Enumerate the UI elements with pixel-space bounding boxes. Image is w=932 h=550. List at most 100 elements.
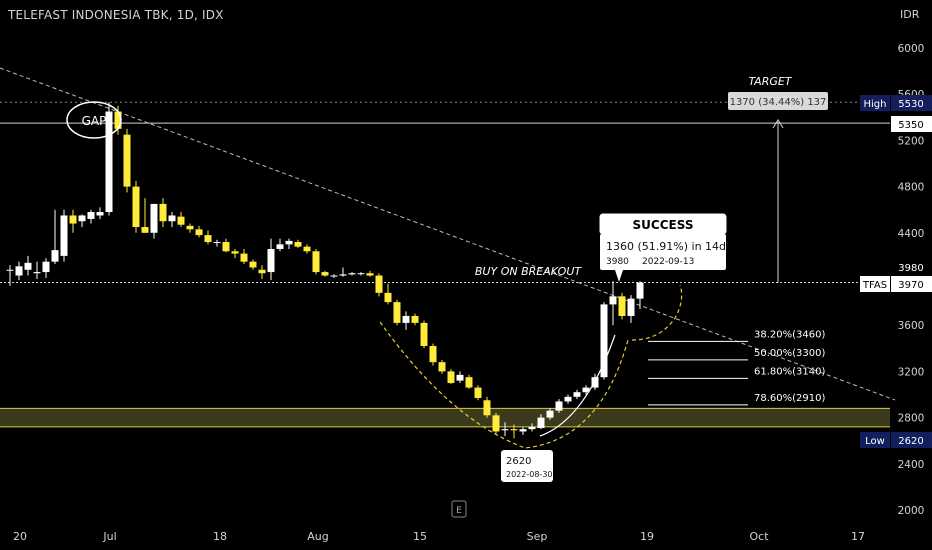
candle xyxy=(240,248,248,264)
candle-body xyxy=(96,212,104,216)
candle-body xyxy=(600,304,608,378)
candle xyxy=(24,255,32,276)
candle-body xyxy=(528,426,536,430)
candle xyxy=(6,265,14,286)
x-tick-label: Sep xyxy=(527,530,548,543)
candle-body xyxy=(276,244,284,249)
candle-body xyxy=(339,274,347,276)
candle xyxy=(339,267,347,277)
candle xyxy=(483,396,491,418)
candle xyxy=(582,385,590,395)
candle-body xyxy=(285,240,293,245)
candle-body xyxy=(366,273,374,276)
candle-body xyxy=(537,417,545,428)
candle-body xyxy=(258,269,266,274)
candle xyxy=(384,283,392,305)
candle-body xyxy=(159,203,167,222)
y-tick-label: 3600 xyxy=(898,320,925,332)
x-tick-label: 19 xyxy=(640,530,654,543)
candle xyxy=(285,238,293,249)
low-badge-label-bg xyxy=(860,432,890,448)
candle-body xyxy=(303,246,311,252)
candle xyxy=(573,389,581,400)
candle xyxy=(132,180,140,233)
target-text: 1370 (34.44%) 137 xyxy=(730,97,827,108)
candle xyxy=(474,385,482,401)
success-body xyxy=(600,234,726,270)
candle xyxy=(186,223,194,233)
candle xyxy=(258,265,266,279)
candle xyxy=(303,244,311,254)
candle-body xyxy=(33,272,41,274)
candle-body xyxy=(222,242,230,252)
candle-body xyxy=(375,275,383,293)
gap-label: GAP xyxy=(82,114,107,128)
candle-body xyxy=(186,225,194,230)
success-pointer xyxy=(615,270,623,282)
symbol-badge-value: 3970 xyxy=(898,280,923,291)
candle-body xyxy=(294,242,302,247)
candle-body xyxy=(321,272,329,276)
candle xyxy=(60,209,68,262)
high-badge-label-bg xyxy=(860,95,890,111)
candle-body xyxy=(465,377,473,388)
y-tick-label: 4800 xyxy=(898,182,925,194)
candle xyxy=(249,259,257,270)
candle-body xyxy=(105,111,113,213)
x-axis[interactable]: 20 Jul 18 Aug 15 Sep 19 Oct 17 xyxy=(13,530,865,543)
x-tick-label: Aug xyxy=(307,530,328,543)
y-tick-label: 5200 xyxy=(898,135,925,147)
candle-body xyxy=(546,410,554,418)
low-badge-value: 2620 xyxy=(898,436,923,447)
candle xyxy=(528,423,536,432)
candle-body xyxy=(456,374,464,381)
candle xyxy=(15,261,23,281)
candle xyxy=(447,369,455,385)
line-badge-value: 5350 xyxy=(898,120,923,131)
candle xyxy=(375,273,383,297)
fib-label: 61.80%(3140) xyxy=(754,366,825,377)
low-date: 2022-08-30 xyxy=(506,470,553,479)
breakout-badge-bg xyxy=(891,260,932,275)
candle xyxy=(402,311,410,330)
candle xyxy=(609,281,617,326)
fib-label: 38.20%(3460) xyxy=(754,329,825,340)
candle-body xyxy=(78,215,86,222)
candle xyxy=(222,238,230,253)
breakout-badge-value: 3980 xyxy=(898,263,923,274)
gap-circle xyxy=(66,101,122,139)
chart-title: TELEFAST INDONESIA TBK, 1D, IDX xyxy=(8,8,224,22)
candle xyxy=(123,128,131,193)
candle-body xyxy=(474,387,482,398)
candle-body xyxy=(249,261,257,268)
candle xyxy=(510,424,518,439)
candle-body xyxy=(510,429,518,431)
low-badge-value-bg xyxy=(891,432,932,448)
high-badge-value-bg xyxy=(891,95,932,111)
fib-label: 78.60%(2910) xyxy=(754,393,825,404)
symbol-badge-value-bg xyxy=(891,276,932,292)
candle xyxy=(555,399,563,413)
candle-body xyxy=(132,186,140,228)
candle-body xyxy=(240,253,248,262)
buy-breakout-label: BUY ON BREAKOUT xyxy=(475,265,582,278)
target-arrowhead xyxy=(772,119,784,129)
events-button[interactable] xyxy=(451,500,467,518)
candle xyxy=(87,209,95,224)
candle-body xyxy=(60,215,68,256)
success-price: 3980 xyxy=(606,257,629,267)
candle xyxy=(438,359,446,374)
candle-body xyxy=(6,269,14,271)
y-tick-label: 4400 xyxy=(898,228,925,240)
high-badge-value: 5530 xyxy=(898,99,923,110)
candle-body xyxy=(429,345,437,363)
currency-label: IDR xyxy=(900,8,920,21)
candle xyxy=(456,371,464,383)
candle xyxy=(231,248,239,259)
candle-body xyxy=(195,229,203,236)
candle-body xyxy=(312,251,320,273)
candle xyxy=(78,214,86,228)
candle xyxy=(501,422,509,437)
candle xyxy=(312,248,320,275)
